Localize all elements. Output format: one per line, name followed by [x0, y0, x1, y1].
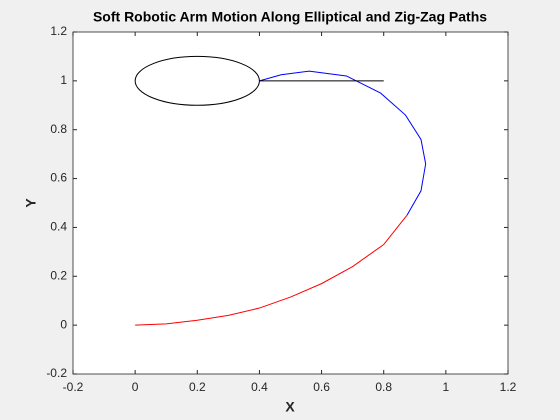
x-tick-label: 0.8 [375, 380, 392, 394]
x-axis-label: X [285, 399, 295, 415]
y-tick-label: 0.2 [50, 268, 67, 282]
axes-box [72, 31, 509, 375]
series-line [135, 214, 408, 326]
x-tick-label: 1 [443, 380, 450, 394]
y-tick-label: 0.6 [50, 171, 67, 185]
chart-title: Soft Robotic Arm Motion Along Elliptical… [93, 9, 487, 25]
y-tick-label: 1 [60, 73, 67, 87]
y-tick-label: 1.2 [50, 24, 67, 38]
x-tick-label: 1.2 [500, 380, 517, 394]
series-line [259, 70, 427, 216]
x-tick-label: 0.4 [251, 380, 268, 394]
x-tick-label: 0.2 [189, 380, 206, 394]
y-tick-label: 0 [60, 317, 67, 331]
x-tick-label: -0.2 [63, 380, 84, 394]
plot-area [73, 32, 508, 374]
x-tick-label: 0.6 [313, 380, 330, 394]
ellipse-path [134, 55, 260, 106]
y-axis-label: Y [23, 198, 39, 208]
y-tick-label: -0.2 [46, 366, 67, 380]
y-tick-label: 0.8 [50, 122, 67, 136]
y-tick-label: 0.4 [50, 220, 67, 234]
x-tick-label: 0 [132, 380, 139, 394]
